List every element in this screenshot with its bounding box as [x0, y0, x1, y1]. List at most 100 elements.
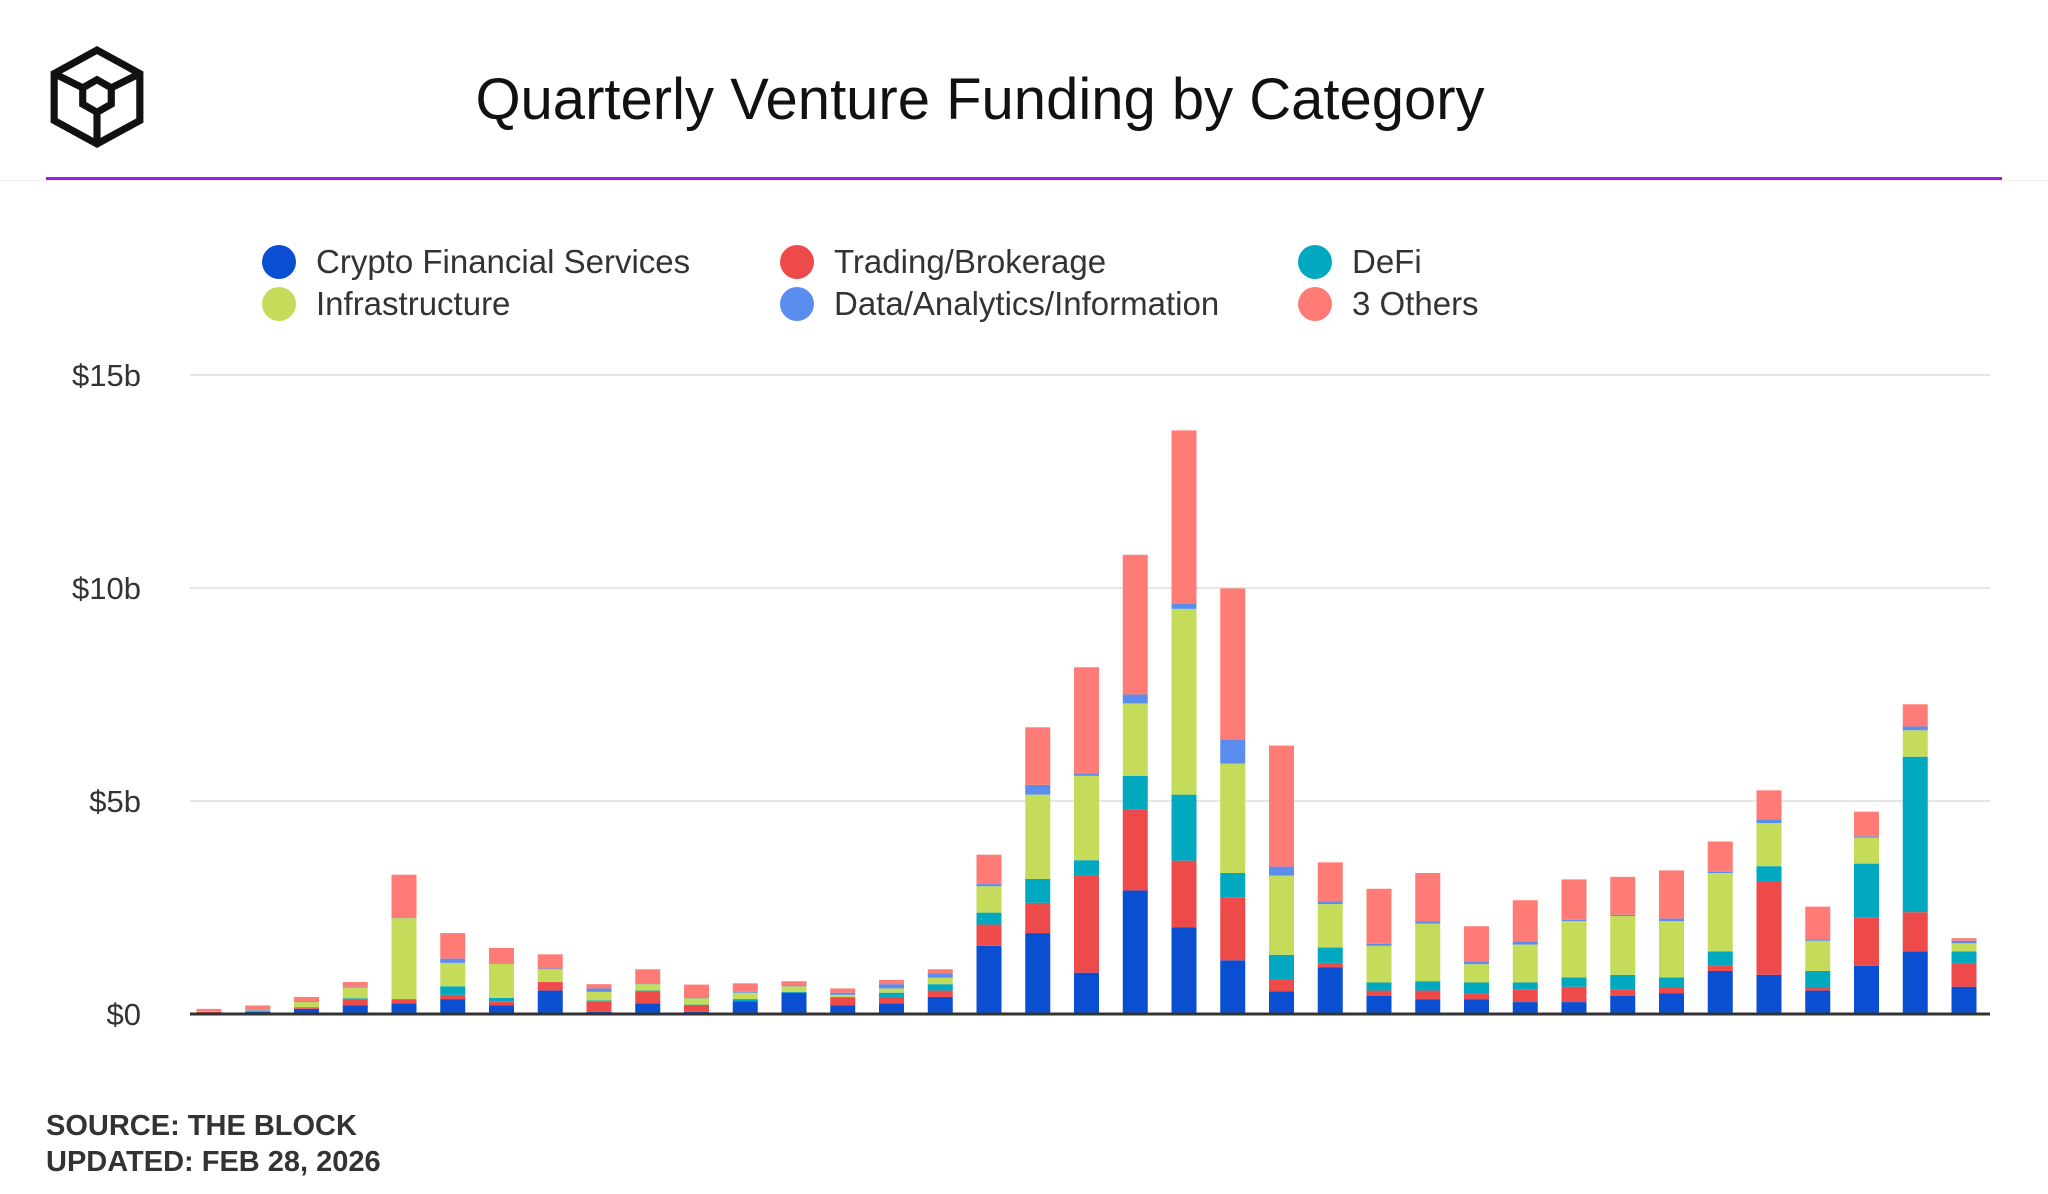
bar-segment-2 — [489, 1001, 514, 1006]
bar-segment-5 — [1854, 836, 1879, 838]
legend-item[interactable]: 3 Others — [1298, 285, 1479, 323]
bar-segment-1 — [342, 1005, 368, 1014]
bar-segment-5 — [245, 1009, 271, 1011]
bar-segment-6 — [1171, 430, 1197, 604]
bar-segment-1 — [1074, 972, 1099, 1014]
bar-segment-4 — [342, 987, 368, 999]
legend-item[interactable]: DeFi — [1298, 243, 1422, 281]
bar-segment-5 — [1269, 866, 1294, 876]
bar-segment-4 — [1659, 921, 1684, 978]
bar-segment-2 — [342, 999, 368, 1006]
bar-segment-2 — [1415, 990, 1441, 1000]
bar-segment-6 — [1317, 862, 1343, 902]
bar-segment-1 — [1464, 999, 1489, 1014]
bar-segment-4 — [976, 886, 1002, 913]
bar-segment-6 — [1659, 870, 1684, 919]
bar-segment-3 — [1561, 977, 1587, 987]
bar-segment-1 — [781, 992, 807, 1014]
bar-segment-4 — [537, 969, 563, 983]
bar-segment-4 — [196, 1011, 222, 1012]
bar-segment-4 — [1707, 872, 1733, 952]
bar-segment-6 — [1610, 876, 1636, 915]
bar-segment-5 — [440, 958, 466, 963]
legend-item[interactable]: Trading/Brokerage — [780, 243, 1106, 281]
bar-segment-3 — [391, 999, 417, 1000]
bar-segment-1 — [732, 1001, 758, 1014]
legend-swatch-icon — [1298, 245, 1332, 279]
bar-segment-4 — [1025, 794, 1051, 879]
bar-segment-2 — [294, 1008, 319, 1009]
bar-segment-2 — [1025, 902, 1051, 934]
bar-segment-6 — [391, 874, 417, 918]
bar-segment-1 — [1171, 927, 1197, 1014]
bar-segment-6 — [1854, 811, 1879, 837]
bar-segment-1 — [879, 1003, 904, 1014]
bar-segment-5 — [1366, 943, 1392, 946]
bar-segment-4 — [1902, 730, 1928, 757]
legend-item[interactable]: Crypto Financial Services — [262, 243, 690, 281]
bar-segment-3 — [294, 1007, 319, 1009]
bar-segment-3 — [1854, 863, 1879, 918]
bar-segment-6 — [489, 947, 514, 963]
legend-swatch-icon — [262, 245, 296, 279]
bar-segment-4 — [1805, 940, 1831, 971]
y-tick-label: $15b — [72, 358, 141, 393]
bar-segment-5 — [830, 992, 856, 995]
bar-segment-6 — [1366, 888, 1392, 944]
bar-segment-6 — [1464, 926, 1489, 962]
bar-segment-4 — [440, 962, 466, 987]
bar-segment-1 — [1317, 967, 1343, 1014]
bar-segment-5 — [391, 917, 417, 919]
bar-segment-6 — [879, 979, 904, 985]
bar-segment-2 — [1512, 989, 1538, 1003]
bar-segment-5 — [781, 985, 807, 987]
bar-segment-2 — [830, 997, 856, 1006]
bar-segment-4 — [489, 963, 514, 998]
bar-segment-3 — [1074, 860, 1099, 876]
bar-segment-4 — [684, 998, 709, 1005]
updated-text: UPDATED: FEB 28, 2026 — [46, 1146, 381, 1178]
bar-segment-1 — [489, 1005, 514, 1014]
bar-segment-6 — [927, 969, 953, 974]
legend-label: Crypto Financial Services — [316, 243, 691, 280]
bar-segment-6 — [196, 1008, 222, 1012]
legend-item[interactable]: Data/Analytics/Information — [780, 285, 1219, 323]
bar-segment-3 — [1366, 982, 1392, 991]
bar-segment-3 — [1902, 756, 1928, 913]
bar-segment-3 — [342, 998, 368, 1000]
bar-segment-6 — [635, 969, 661, 984]
bar-segment-3 — [1610, 974, 1636, 990]
bar-segment-1 — [1512, 1002, 1538, 1014]
bar-segment-5 — [1512, 942, 1538, 945]
bar-segment-6 — [1269, 745, 1294, 867]
bar-segment-5 — [1171, 603, 1197, 609]
bar-segment-1 — [1220, 960, 1246, 1014]
bar-segment-5 — [489, 962, 514, 964]
bar-segment-4 — [1269, 875, 1294, 955]
bar-segment-1 — [1415, 999, 1441, 1014]
bar-segment-4 — [1220, 763, 1246, 873]
bar-segment-2 — [1122, 809, 1148, 891]
bar-segment-3 — [1707, 951, 1733, 966]
bar-segment-3 — [1171, 794, 1197, 861]
bar-segment-5 — [1317, 901, 1343, 905]
bar-segment-5 — [879, 984, 904, 989]
bar-segment-4 — [245, 1010, 271, 1012]
bar-segment-3 — [732, 999, 758, 1002]
bar-segment-4 — [1756, 823, 1782, 867]
bar-segment-1 — [391, 1003, 417, 1014]
bar-segment-3 — [879, 992, 904, 997]
legend-swatch-icon — [780, 245, 814, 279]
bar-segment-6 — [1902, 704, 1928, 727]
bar-segment-3 — [489, 997, 514, 1002]
bar-segment-3 — [1269, 954, 1294, 980]
bar-segment-6 — [537, 954, 563, 969]
legend-item[interactable]: Infrastructure — [262, 285, 510, 323]
bar-segment-2 — [976, 924, 1002, 946]
source-text: SOURCE: THE BLOCK — [46, 1110, 357, 1142]
bar-segment-6 — [1512, 900, 1538, 943]
bar-segment-1 — [927, 996, 953, 1014]
bar-segment-4 — [1854, 837, 1879, 864]
bar-segment-1 — [1951, 986, 1977, 1014]
bar-segment-1 — [1854, 965, 1879, 1014]
